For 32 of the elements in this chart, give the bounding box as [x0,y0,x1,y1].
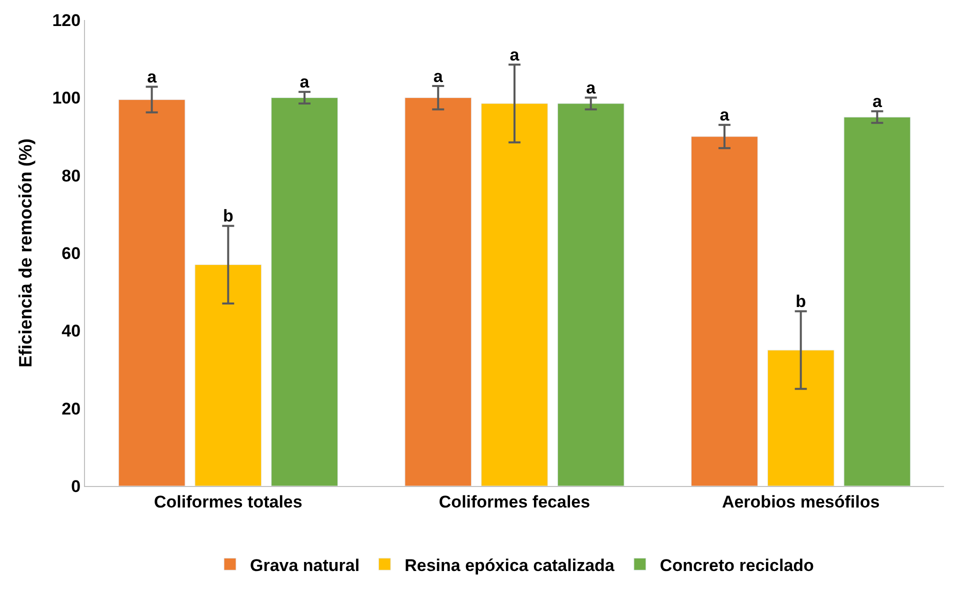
bar [194,264,262,486]
y-tick-label: 0 [71,476,81,496]
data-label: a [510,45,520,64]
x-tick-label: Coliformes totales [154,492,302,512]
y-tick-label: 80 [62,166,81,186]
bar [404,97,472,486]
legend-label: Resina epóxica catalizada [404,556,615,575]
data-label: a [300,72,310,92]
y-tick-label: 20 [62,399,81,418]
data-label: a [433,66,444,86]
data-label: a [872,92,882,112]
bar [691,136,758,486]
bar [767,350,834,486]
y-tick-label: 60 [62,244,81,263]
x-tick-label: Coliformes fecales [438,492,590,512]
y-tick-label: 40 [62,322,81,341]
y-tick-label: 120 [52,10,81,30]
bar [481,103,548,486]
y-tick-label: 100 [52,88,81,108]
x-tick-label: Aerobios mesófilos [722,492,880,512]
legend-label: Concreto reciclado [660,556,814,575]
bar [118,99,186,486]
data-label: a [586,78,596,98]
bar [844,116,911,486]
data-label: b [222,206,234,226]
data-label: b [796,292,806,311]
data-label: a [147,68,158,87]
data-label: a [720,106,730,125]
y-axis-title: Eficiencia de remoción (%) [15,138,36,368]
bar [557,103,624,486]
bar [271,97,338,486]
legend-label: Grava natural [250,556,360,575]
